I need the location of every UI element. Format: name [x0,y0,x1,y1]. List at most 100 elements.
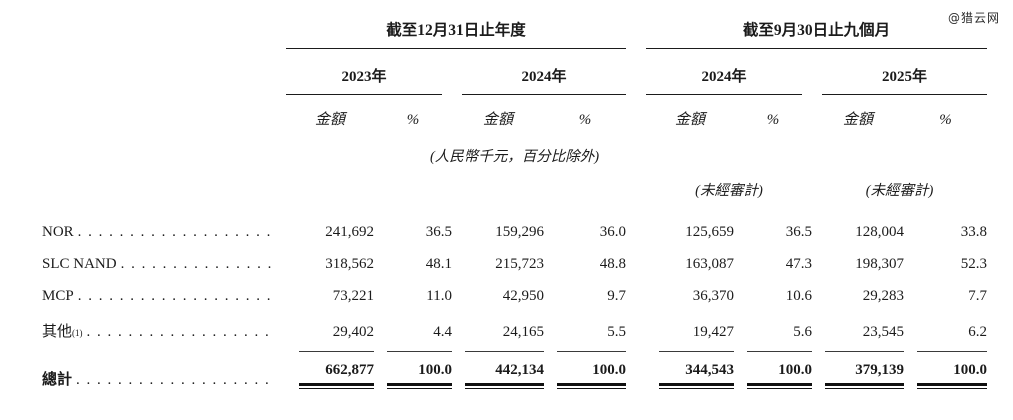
group-gap [626,18,646,49]
subtotal-rule-cell [374,341,452,352]
row-label-cell: 其他 (1) [42,305,286,341]
percent-header: % [766,112,780,128]
year-2023-cell: 2023年 [286,49,452,95]
total-percent-cell: 100.0 [374,352,452,390]
percent-cell: 11.0 [426,288,452,304]
double-rule [659,383,735,390]
table-row-others: 其他(1) 29,402 4.4 24,165 5.5 19,427 5.6 2… [42,305,987,341]
double-rule [917,383,988,390]
total-label-cell: 總計 [42,352,286,389]
subtotal-rule-cell [286,341,374,352]
table-row-mcp: MCP 73,221 11.0 42,950 9.7 36,370 10.6 2… [42,273,987,305]
amount-cell: 36,370 [692,288,735,304]
amount-header: 金額 [314,112,345,128]
amount-cell: 241,692 [325,224,374,240]
double-rule [465,383,544,390]
dot-leader [83,324,276,341]
amount-cell: 215,723 [495,256,544,272]
subtotal-rule-cell [544,341,627,352]
subtotal-rule [917,351,988,352]
subtotal-rule [387,351,452,352]
group-gap [626,49,646,95]
total-value: 662,877 [325,362,374,378]
row-label: SLC NAND [42,256,117,272]
year-2025-label: 2025年 [822,49,988,95]
row-label-cell: SLC NAND [42,241,286,273]
dot-leader [72,372,276,389]
revenue-breakdown-table: 截至12月31日止年度 截至9月30日止九個月 2023年 2024年 2024… [42,18,988,390]
group-gap [626,352,646,389]
spacer-cell [42,18,286,49]
double-rule [299,383,374,390]
percent-cell: 10.6 [785,288,813,304]
total-amount-cell: 344,543 [646,352,735,390]
amount-cell: 73,221 [332,288,374,304]
subtotal-rule-cell [734,341,813,352]
percent-cell: 36.0 [599,224,627,240]
percent-cell: 5.5 [607,324,627,340]
group-gap [626,200,646,241]
unaudited-note-2024: (未經審計) [695,183,763,199]
total-value: 379,139 [855,362,905,378]
dot-leader [74,224,276,241]
amount-cell: 24,165 [502,324,544,340]
amount-cell: 163,087 [685,256,735,272]
group-gap [626,95,646,131]
amount-header: 金額 [675,112,706,128]
year-row: 2023年 2024年 2024年 2025年 [42,49,988,95]
year-2025-cell: 2025年 [812,49,988,95]
table-row-nor: NOR 241,692 36.5 159,296 36.0 125,659 36… [42,200,987,241]
percent-header: % [406,112,420,128]
total-amount-cell: 379,139 [812,352,905,390]
amount-cell: 42,950 [502,288,544,304]
unit-note-row: (人民幣千元，百分比除外) [42,131,987,166]
group-gap [626,273,646,305]
percent-cell: 47.3 [785,256,813,272]
total-percent-cell: 100.0 [734,352,813,390]
percent-header: % [939,112,952,128]
subtotal-rule [465,351,544,352]
spacer-cell [42,49,286,95]
percent-cell: 36.5 [425,224,452,240]
double-rule [557,383,627,390]
total-value: 344,543 [685,362,735,378]
group-year-end-label: 截至12月31日止年度 [286,18,627,49]
year-2024-9m-cell: 2024年 [646,49,812,95]
subtotal-rule-row [42,341,988,352]
percent-cell: 48.8 [599,256,627,272]
site-watermark: @猎云网 [947,11,1000,25]
percent-cell: 9.7 [607,288,627,304]
total-value: 100.0 [953,362,988,378]
unaudited-row: (未經審計) (未經審計) [42,166,987,200]
group-gap [626,241,646,273]
row-label-cell: MCP [42,273,286,305]
period-group-row: 截至12月31日止年度 截至9月30日止九個月 [42,18,988,49]
subtotal-rule [299,351,374,352]
subtotal-rule-cell [452,341,544,352]
row-label: 其他 [42,324,73,340]
subtotal-rule-cell [812,341,905,352]
group-gap [626,341,646,352]
amount-cell: 125,659 [685,224,735,240]
subtotal-rule [747,351,813,352]
spacer-cell [42,166,646,200]
total-value: 442,134 [495,362,544,378]
amount-cell: 29,402 [332,324,374,340]
amount-header: 金額 [843,112,874,128]
subtotal-rule [825,351,905,352]
group-gap [626,305,646,341]
total-label: 總計 [42,372,73,389]
total-percent-cell: 100.0 [544,352,627,390]
year-2024-label: 2024年 [462,49,627,95]
year-2024-9m-label: 2024年 [646,49,803,95]
percent-cell: 4.4 [433,324,452,340]
amount-cell: 128,004 [855,224,905,240]
percent-cell: 52.3 [960,256,988,272]
percent-cell: 6.2 [968,324,988,340]
subtotal-rule [659,351,735,352]
percent-cell: 48.1 [425,256,452,272]
amount-cell: 318,562 [325,256,374,272]
percent-header: % [578,112,592,128]
group-nine-months-cell: 截至9月30日止九個月 [646,18,988,49]
total-amount-cell: 442,134 [452,352,544,390]
